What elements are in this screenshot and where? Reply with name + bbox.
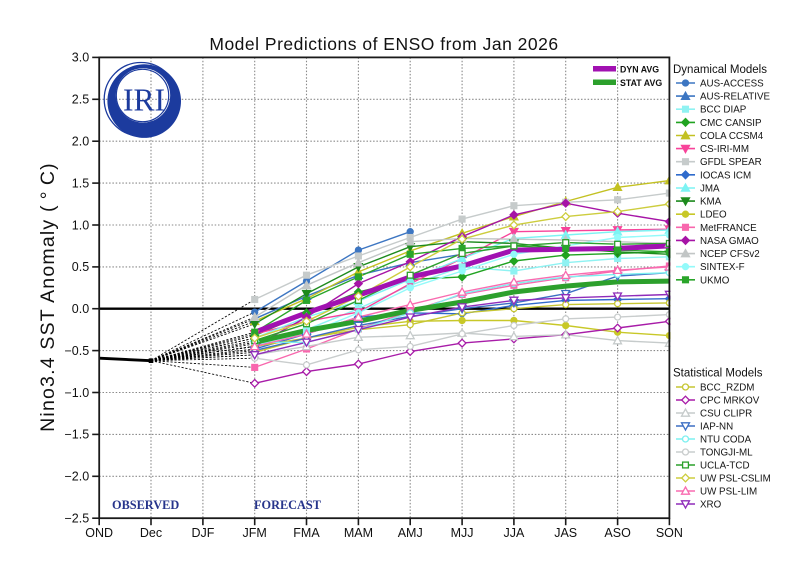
svg-text:STAT AVG: STAT AVG [620, 78, 662, 88]
svg-text:Dec: Dec [140, 526, 162, 540]
svg-text:−0.5: −0.5 [65, 344, 90, 358]
svg-text:TONGJI-ML: TONGJI-ML [700, 448, 753, 459]
svg-text:XRO: XRO [700, 500, 722, 511]
svg-text:Dynamical Models: Dynamical Models [673, 64, 767, 76]
svg-text:JMA: JMA [700, 184, 720, 195]
svg-text:MAM: MAM [344, 526, 373, 540]
svg-text:OBSERVED: OBSERVED [112, 498, 179, 512]
svg-text:DJF: DJF [191, 526, 214, 540]
svg-text:SINTEX-F: SINTEX-F [700, 262, 745, 273]
svg-text:0.0: 0.0 [72, 302, 89, 316]
svg-text:BCC_RZDM: BCC_RZDM [700, 383, 754, 394]
svg-text:OND: OND [85, 526, 113, 540]
svg-text:COLA CCSM4: COLA CCSM4 [700, 131, 764, 142]
svg-text:1.0: 1.0 [72, 218, 89, 232]
svg-text:LDEO: LDEO [700, 210, 727, 221]
svg-text:0.5: 0.5 [72, 260, 89, 274]
svg-text:UW PSL-CSLIM: UW PSL-CSLIM [700, 474, 771, 485]
svg-text:Nino3.4 SST Anomaly ( ° C): Nino3.4 SST Anomaly ( ° C) [37, 162, 59, 432]
svg-text:DYN AVG: DYN AVG [620, 65, 659, 75]
svg-text:−2.5: −2.5 [65, 512, 90, 526]
svg-text:BCC DIAP: BCC DIAP [700, 105, 747, 116]
svg-text:SON: SON [656, 526, 683, 540]
svg-text:ASO: ASO [604, 526, 631, 540]
svg-text:JFM: JFM [243, 526, 267, 540]
svg-text:UKMO: UKMO [700, 275, 730, 286]
svg-text:CPC MRKOV: CPC MRKOV [700, 396, 760, 407]
svg-text:GFDL SPEAR: GFDL SPEAR [700, 157, 762, 168]
svg-text:−1.5: −1.5 [65, 428, 90, 442]
svg-text:NASA GMAO: NASA GMAO [700, 236, 759, 247]
svg-text:UW PSL-LIM: UW PSL-LIM [700, 487, 757, 498]
svg-text:CMC CANSIP: CMC CANSIP [700, 118, 762, 129]
svg-text:AMJ: AMJ [398, 526, 423, 540]
svg-text:CSU CLIPR: CSU CLIPR [700, 409, 752, 420]
svg-text:NCEP CFSv2: NCEP CFSv2 [700, 249, 760, 260]
svg-text:IRI: IRI [123, 83, 165, 118]
svg-text:IOCAS ICM: IOCAS ICM [700, 170, 751, 181]
svg-text:UCLA-TCD: UCLA-TCD [700, 461, 750, 472]
svg-text:−1.0: −1.0 [65, 386, 90, 400]
svg-text:MJJ: MJJ [451, 526, 474, 540]
svg-text:−2.0: −2.0 [65, 470, 90, 484]
svg-text:IAP-NN: IAP-NN [700, 422, 733, 433]
svg-text:AUS-ACCESS: AUS-ACCESS [700, 79, 764, 90]
svg-text:1.5: 1.5 [72, 176, 89, 190]
svg-text:KMA: KMA [700, 197, 722, 208]
svg-text:FORECAST: FORECAST [254, 498, 322, 512]
svg-text:FMA: FMA [293, 526, 320, 540]
svg-text:3.0: 3.0 [72, 51, 89, 65]
svg-text:AUS-RELATIVE: AUS-RELATIVE [700, 92, 771, 103]
svg-text:NTU CODA: NTU CODA [700, 435, 752, 446]
svg-text:Statistical Models: Statistical Models [673, 368, 763, 380]
svg-text:Model Predictions of ENSO from: Model Predictions of ENSO from Jan 2026 [209, 34, 558, 54]
svg-text:JJA: JJA [503, 526, 525, 540]
svg-text:CS-IRI-MM: CS-IRI-MM [700, 144, 749, 155]
svg-text:2.0: 2.0 [72, 135, 89, 149]
svg-text:MetFRANCE: MetFRANCE [700, 223, 757, 234]
svg-text:JAS: JAS [554, 526, 577, 540]
svg-text:2.5: 2.5 [72, 93, 89, 107]
